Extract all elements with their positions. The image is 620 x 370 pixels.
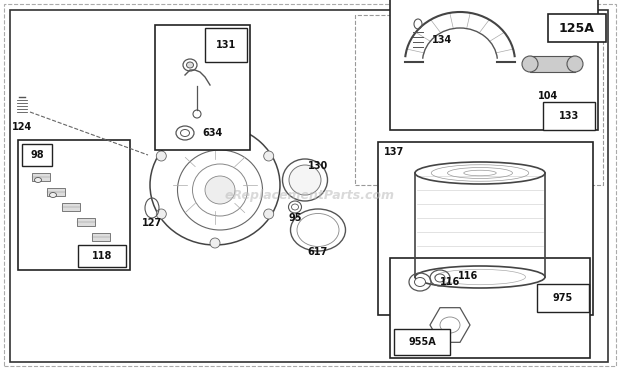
Ellipse shape — [264, 151, 273, 161]
Bar — [32, 173, 50, 181]
Text: 130: 130 — [308, 161, 328, 171]
Ellipse shape — [567, 56, 583, 72]
Bar — [92, 233, 110, 241]
Bar — [390, 258, 590, 358]
Bar — [548, 14, 606, 42]
Text: 133: 133 — [559, 111, 579, 121]
Text: 617: 617 — [308, 247, 328, 257]
Ellipse shape — [180, 130, 190, 137]
Text: eReplacementParts.com: eReplacementParts.com — [225, 188, 395, 202]
Text: 116: 116 — [458, 271, 478, 281]
Text: 137: 137 — [384, 147, 404, 157]
Ellipse shape — [289, 165, 321, 195]
Bar — [18, 140, 130, 270]
Text: 125A: 125A — [559, 21, 595, 34]
Bar — [390, 0, 598, 130]
Ellipse shape — [205, 176, 235, 204]
Ellipse shape — [291, 204, 298, 210]
Text: 95: 95 — [288, 213, 302, 223]
Text: 975: 975 — [553, 293, 573, 303]
Ellipse shape — [35, 178, 42, 182]
Bar — [77, 218, 95, 226]
Bar — [78, 245, 126, 267]
Text: 104: 104 — [538, 91, 558, 101]
Bar — [155, 25, 250, 150]
Bar — [62, 203, 80, 211]
Bar — [394, 329, 450, 355]
Bar — [355, 15, 603, 185]
Bar — [205, 28, 247, 62]
Text: 131: 131 — [216, 40, 236, 50]
Bar — [543, 102, 595, 130]
Text: 955A: 955A — [408, 337, 436, 347]
Ellipse shape — [264, 209, 273, 219]
Text: 98: 98 — [30, 150, 44, 160]
Ellipse shape — [415, 278, 425, 286]
Ellipse shape — [156, 151, 166, 161]
Text: 116: 116 — [440, 277, 460, 287]
Bar — [537, 284, 589, 312]
Bar — [530, 56, 575, 72]
Bar — [22, 144, 52, 166]
Bar — [378, 142, 593, 315]
Ellipse shape — [210, 238, 220, 248]
Ellipse shape — [210, 122, 220, 132]
Text: 124: 124 — [12, 122, 32, 132]
Ellipse shape — [187, 62, 193, 68]
Text: 634: 634 — [202, 128, 222, 138]
Ellipse shape — [50, 192, 56, 198]
Ellipse shape — [156, 209, 166, 219]
Text: 118: 118 — [92, 251, 112, 261]
Text: 134: 134 — [432, 35, 452, 45]
Ellipse shape — [522, 56, 538, 72]
Ellipse shape — [435, 274, 445, 282]
Bar — [47, 188, 65, 196]
Text: 127: 127 — [142, 218, 162, 228]
